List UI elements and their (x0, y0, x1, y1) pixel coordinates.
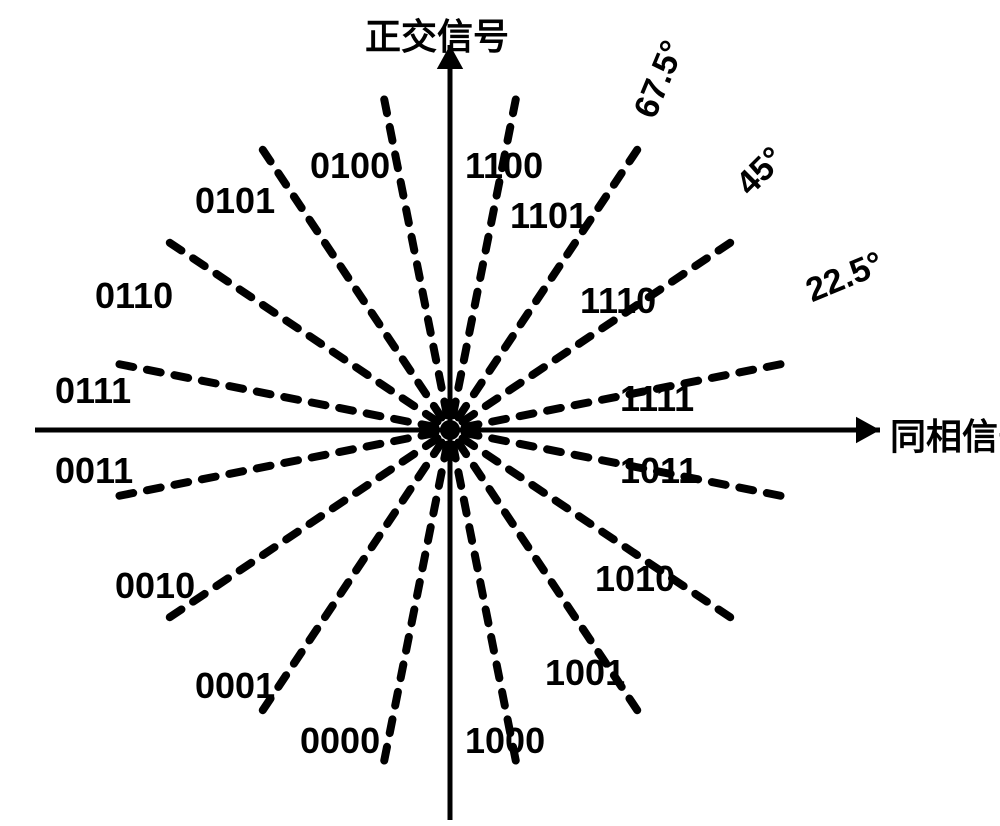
bit-label: 1100 (465, 145, 543, 187)
ray (117, 433, 436, 496)
bit-label: 0101 (195, 180, 275, 222)
ray (167, 241, 437, 422)
ray (117, 364, 436, 427)
y-axis-label: 正交信号 (365, 8, 509, 60)
bit-label: 0000 (300, 720, 380, 762)
bit-label: 1001 (545, 652, 625, 694)
bit-label: 0111 (55, 370, 131, 412)
bit-label: 0011 (55, 450, 133, 492)
bit-label: 0110 (95, 275, 173, 317)
ray (384, 445, 447, 764)
ray (261, 442, 442, 712)
bit-label: 1101 (510, 195, 588, 237)
bit-label: 1011 (620, 450, 698, 492)
bit-label: 1010 (595, 558, 675, 600)
ray (453, 445, 516, 764)
x-axis-arrow (856, 417, 880, 443)
diagram-svg (0, 0, 1000, 826)
bit-label: 1110 (580, 280, 656, 322)
bit-label: 0100 (310, 145, 390, 187)
origin-dot (440, 420, 460, 440)
bit-label: 0010 (115, 565, 195, 607)
bit-label: 0001 (195, 665, 275, 707)
x-axis-label: 同相信号 (890, 408, 1000, 460)
bit-label: 1111 (620, 378, 694, 420)
bit-label: 1000 (465, 720, 545, 762)
ray (261, 147, 442, 417)
ray (384, 97, 447, 416)
ray (167, 438, 437, 619)
constellation-diagram: 同相信号 正交信号 1111 1110 1101 1100 0100 0101 0110 0111… (0, 0, 1000, 826)
